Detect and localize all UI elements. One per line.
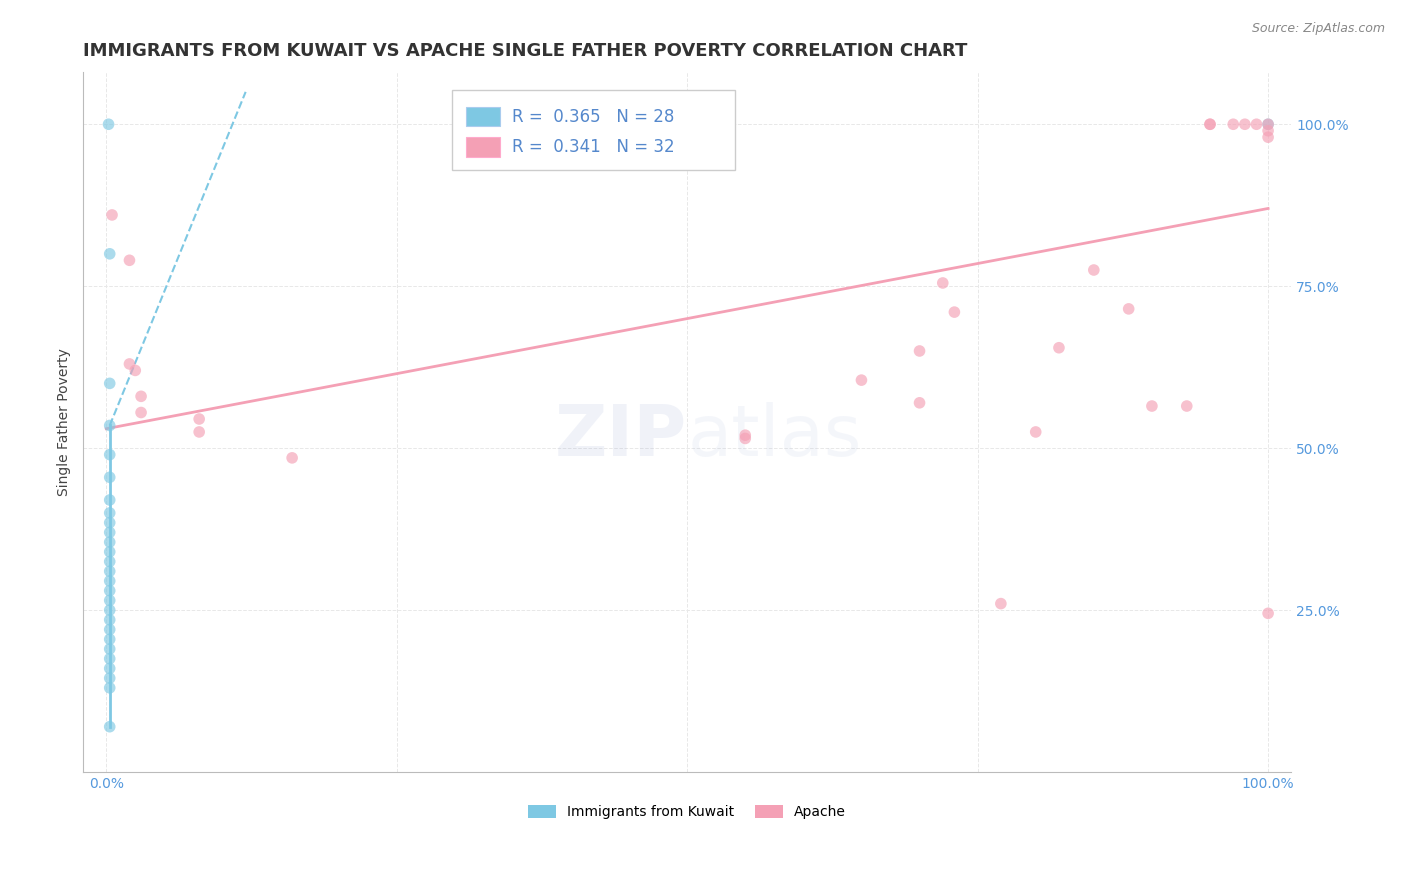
Point	[98, 525, 121, 540]
Point	[1257, 607, 1279, 621]
Point	[1199, 117, 1222, 131]
Point	[124, 363, 146, 377]
Point	[188, 425, 211, 439]
Point	[1175, 399, 1198, 413]
Point	[98, 623, 121, 637]
Point	[97, 117, 120, 131]
Bar	[465, 107, 501, 127]
Bar	[465, 137, 501, 157]
Point	[188, 412, 211, 426]
Point	[98, 506, 121, 520]
Text: R =  0.341   N = 32: R = 0.341 N = 32	[512, 138, 675, 156]
Point	[932, 276, 955, 290]
Point	[98, 651, 121, 665]
Point	[1222, 117, 1244, 131]
Text: Source: ZipAtlas.com: Source: ZipAtlas.com	[1251, 22, 1385, 36]
Point	[98, 418, 121, 433]
Point	[98, 376, 121, 391]
Point	[1233, 117, 1256, 131]
Point	[908, 343, 931, 358]
Point	[98, 535, 121, 549]
Point	[98, 545, 121, 559]
Point	[734, 432, 756, 446]
Point	[101, 208, 124, 222]
Text: IMMIGRANTS FROM KUWAIT VS APACHE SINGLE FATHER POVERTY CORRELATION CHART: IMMIGRANTS FROM KUWAIT VS APACHE SINGLE …	[83, 42, 967, 60]
Point	[990, 597, 1012, 611]
Point	[98, 470, 121, 484]
Point	[98, 661, 121, 675]
Point	[118, 253, 141, 268]
Point	[98, 681, 121, 695]
Point	[98, 603, 121, 617]
Point	[98, 448, 121, 462]
Point	[1257, 130, 1279, 145]
Point	[98, 554, 121, 568]
Point	[98, 632, 121, 647]
Legend: Immigrants from Kuwait, Apache: Immigrants from Kuwait, Apache	[523, 799, 852, 824]
Point	[1140, 399, 1163, 413]
Point	[1257, 117, 1279, 131]
Point	[1025, 425, 1047, 439]
Point	[943, 305, 966, 319]
Text: ZIP: ZIP	[555, 401, 688, 471]
Point	[851, 373, 873, 387]
Point	[1118, 301, 1140, 316]
Point	[129, 389, 152, 403]
Point	[98, 593, 121, 607]
Point	[98, 574, 121, 588]
Point	[908, 396, 931, 410]
Point	[1257, 117, 1279, 131]
Point	[98, 564, 121, 578]
Point	[129, 405, 152, 419]
Point	[1257, 124, 1279, 138]
Point	[1199, 117, 1222, 131]
Point	[118, 357, 141, 371]
Point	[1246, 117, 1268, 131]
Text: atlas: atlas	[688, 401, 862, 471]
Point	[98, 671, 121, 685]
Point	[98, 493, 121, 508]
Point	[98, 720, 121, 734]
Y-axis label: Single Father Poverty: Single Father Poverty	[58, 348, 72, 496]
Point	[98, 516, 121, 530]
Point	[98, 583, 121, 598]
Text: R =  0.365   N = 28: R = 0.365 N = 28	[512, 108, 675, 126]
Point	[98, 642, 121, 657]
Point	[1047, 341, 1070, 355]
Point	[98, 247, 121, 261]
Point	[98, 613, 121, 627]
Point	[1083, 263, 1105, 277]
Point	[734, 428, 756, 442]
Point	[281, 450, 304, 465]
FancyBboxPatch shape	[451, 90, 735, 170]
